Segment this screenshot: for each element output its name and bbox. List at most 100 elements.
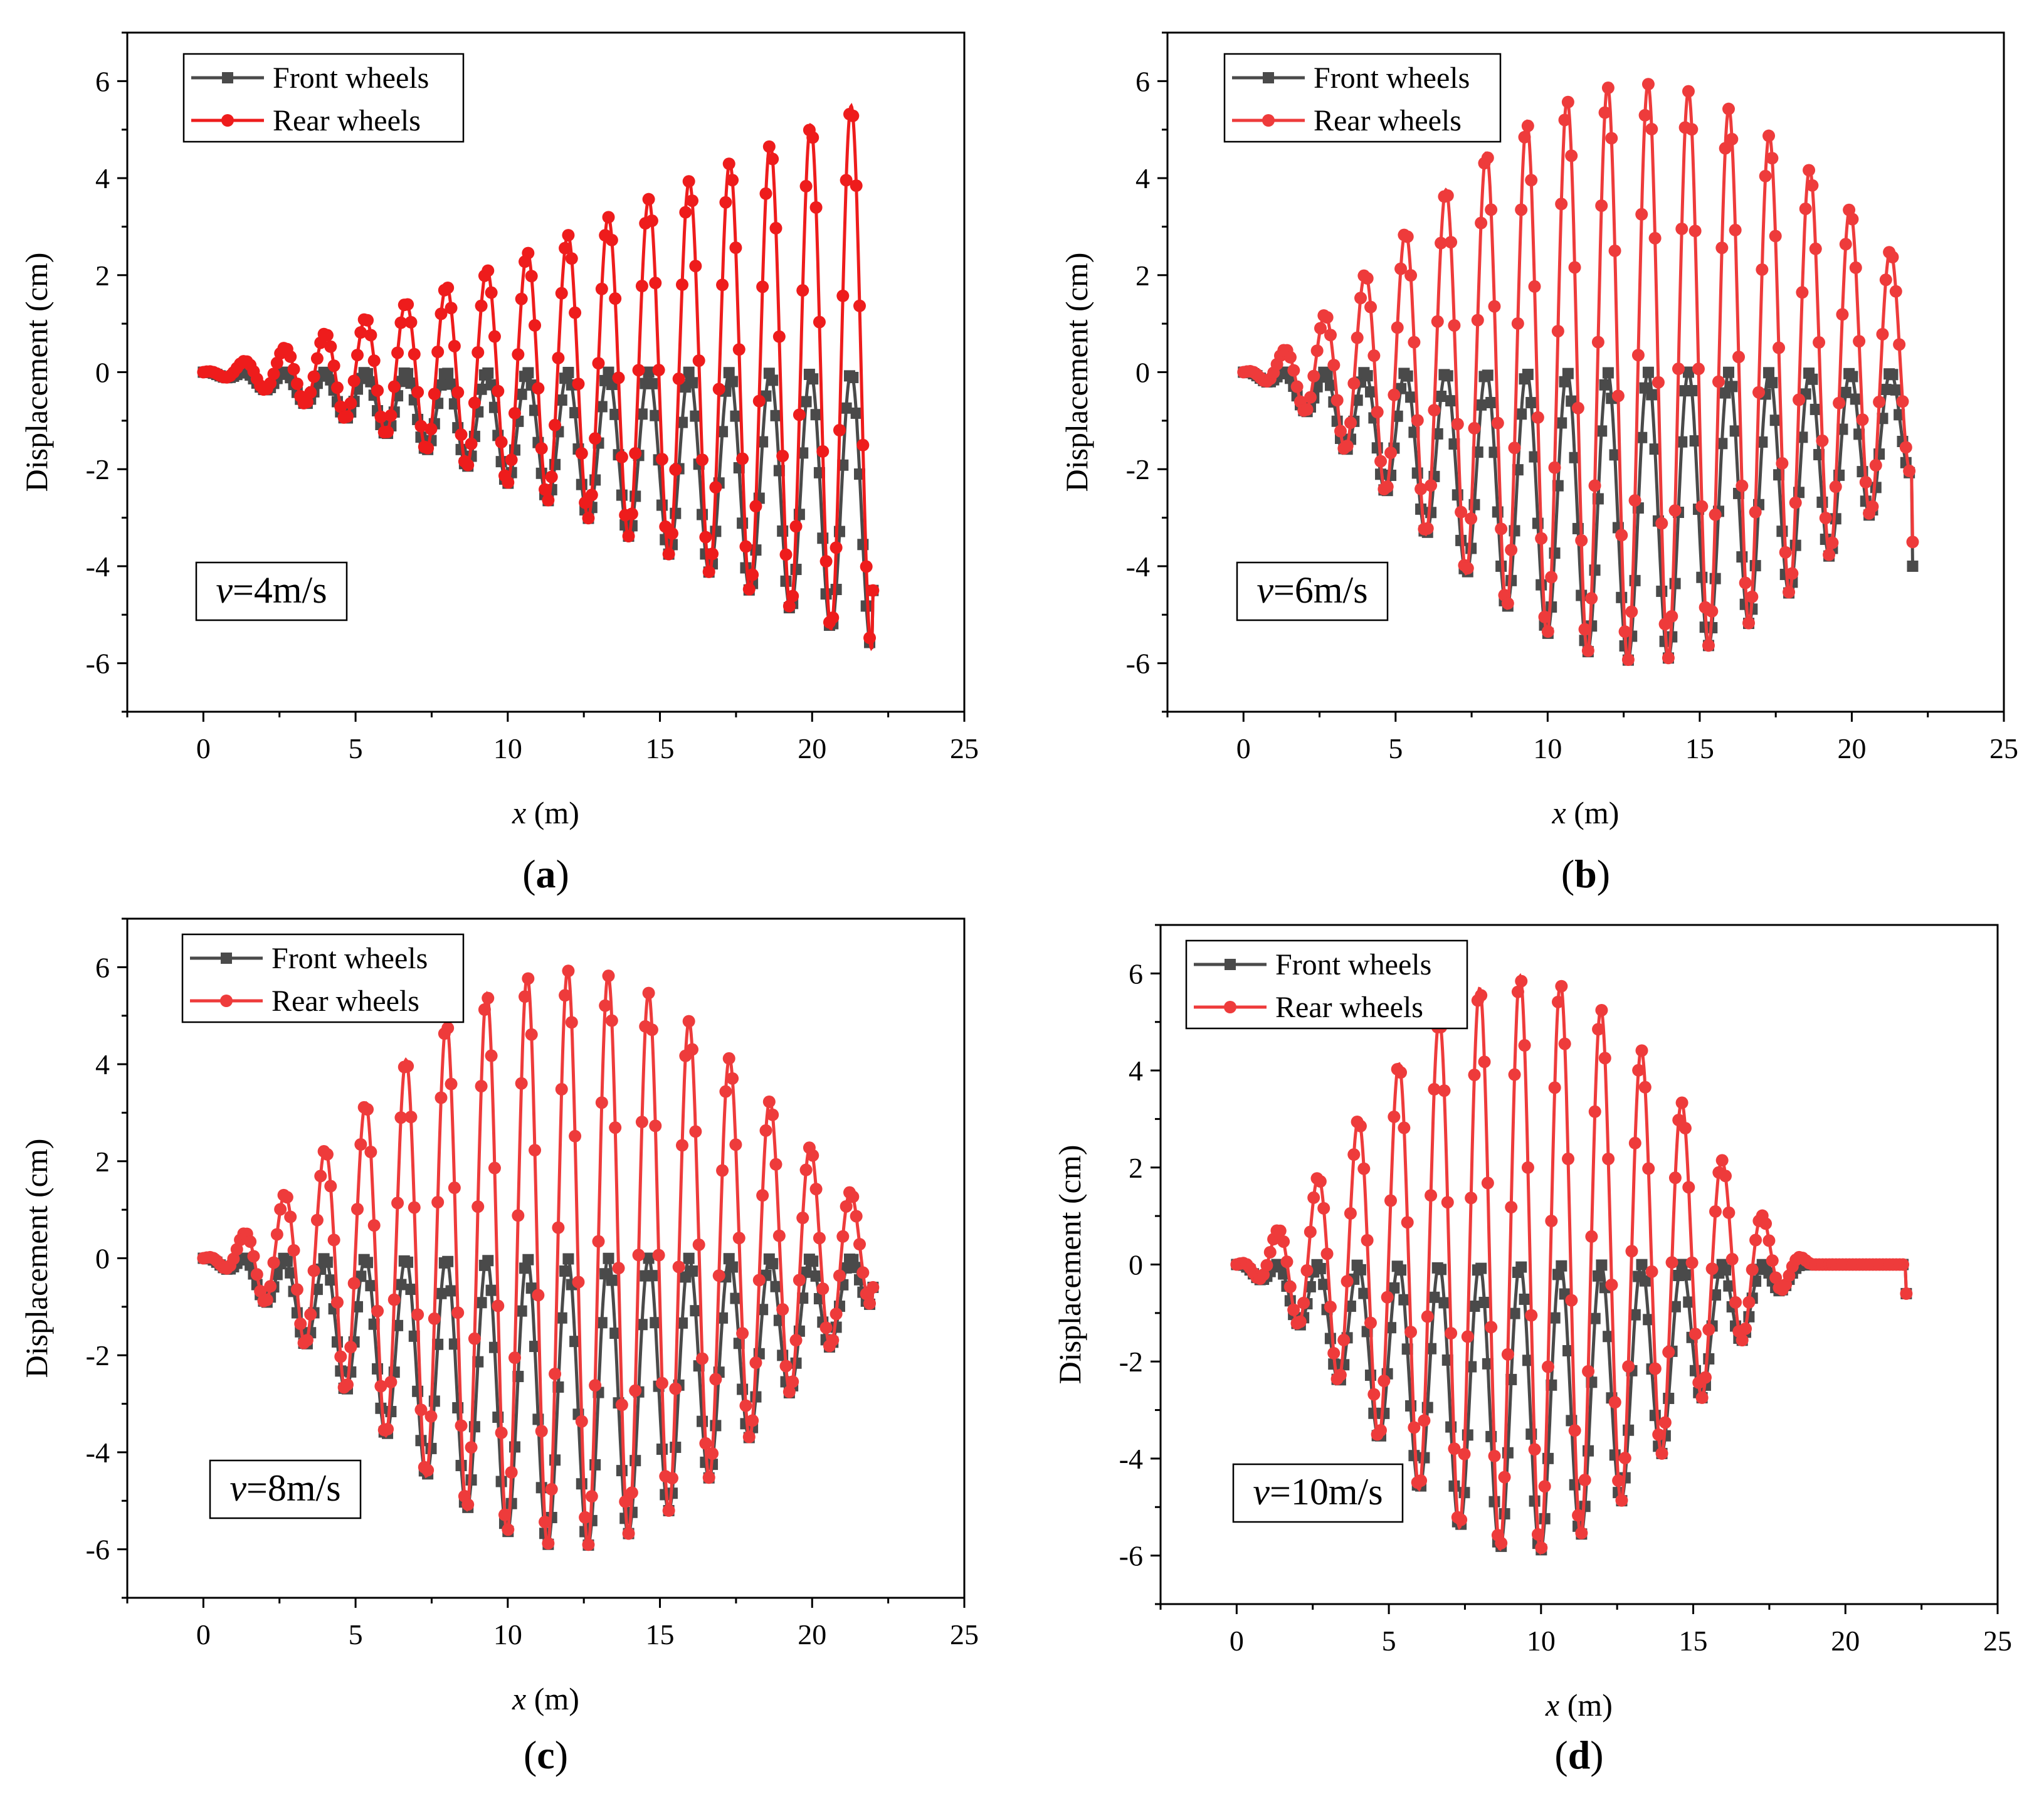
rear-marker [1719, 142, 1732, 155]
rear-marker [846, 109, 860, 122]
front-marker [636, 1319, 648, 1331]
rear-marker [1287, 364, 1300, 377]
rear-marker [1625, 605, 1638, 618]
rear-marker [635, 280, 648, 293]
front-marker [1321, 369, 1333, 381]
rear-marker [1668, 504, 1682, 517]
rear-marker [448, 339, 461, 352]
rear-marker [813, 315, 826, 329]
rear-marker [766, 152, 779, 166]
front-marker [807, 1255, 819, 1267]
rear-marker [599, 999, 612, 1012]
rear-marker [776, 450, 789, 463]
rear-marker [1578, 623, 1591, 636]
front-marker [482, 367, 494, 379]
front-marker [650, 409, 661, 421]
front-marker [576, 1478, 587, 1490]
rear-marker [1307, 369, 1320, 383]
rear-marker [324, 1180, 337, 1193]
rear-marker [562, 229, 575, 242]
rear-marker [819, 555, 833, 568]
rear-marker [645, 214, 658, 228]
front-marker [609, 408, 621, 420]
rear-marker [1511, 985, 1524, 998]
rear-marker [411, 1308, 424, 1321]
rear-marker [1652, 1428, 1665, 1441]
rear-marker [1628, 1136, 1641, 1149]
rear-marker [1645, 1265, 1658, 1278]
front-marker [800, 1266, 812, 1278]
rear-marker [371, 1304, 384, 1318]
rear-marker [1859, 475, 1872, 488]
rear-marker [441, 281, 455, 294]
front-marker [1562, 1344, 1574, 1356]
rear-marker [1856, 413, 1869, 426]
rear-marker [1535, 532, 1548, 545]
rear-marker [1588, 479, 1601, 492]
front-marker [717, 426, 729, 438]
front-marker [1756, 436, 1768, 448]
rear-marker [330, 381, 344, 394]
rear-marker [1561, 95, 1574, 108]
rear-marker [732, 1232, 745, 1245]
rear-marker [512, 348, 525, 361]
rear-marker [1900, 1287, 1913, 1300]
x-axis-title: x (m) [1545, 1687, 1613, 1723]
rear-marker [1541, 1360, 1554, 1373]
rear-marker [1357, 1162, 1371, 1175]
rear-marker [622, 529, 635, 542]
x-tick-label: 10 [493, 1619, 522, 1650]
front-marker [596, 401, 608, 413]
rear-marker [672, 1260, 685, 1274]
rear-marker [455, 428, 468, 441]
speed-symbol: v [1256, 569, 1273, 611]
rear-marker [662, 1504, 675, 1517]
rear-marker [579, 1511, 592, 1524]
rear-marker [1896, 395, 1909, 408]
rear-marker [1344, 1207, 1357, 1220]
rear-marker [1307, 1191, 1320, 1204]
rear-marker [1495, 522, 1508, 536]
rear-marker [1531, 411, 1544, 424]
front-marker [1428, 1291, 1440, 1303]
rear-marker [1445, 1327, 1458, 1340]
front-marker [405, 1284, 417, 1296]
rear-marker [1702, 1323, 1715, 1336]
front-marker [1441, 370, 1453, 382]
rear-marker [428, 1312, 441, 1325]
rear-marker [1732, 351, 1746, 364]
legend-label-rear-wheels: Rear wheels [273, 104, 421, 137]
front-marker [767, 1258, 779, 1270]
rear-marker [428, 388, 441, 401]
rear-marker [1685, 1256, 1699, 1269]
rear-marker [314, 1170, 327, 1183]
rear-marker [461, 458, 475, 472]
rear-marker [1481, 1176, 1494, 1190]
rear-marker [609, 1121, 622, 1134]
rear-marker [1642, 1162, 1655, 1175]
rear-marker [706, 1447, 719, 1460]
rear-marker [769, 221, 782, 235]
front-marker [847, 371, 859, 383]
rear-marker [682, 1015, 695, 1028]
rear-marker [435, 307, 448, 320]
panel-label: (c) [524, 1733, 568, 1777]
rear-marker [1662, 1346, 1675, 1359]
rear-marker [471, 1200, 485, 1213]
rear-marker [1762, 1234, 1776, 1247]
rear-marker [387, 1293, 401, 1306]
rear-marker [649, 1119, 662, 1133]
front-marker [1351, 394, 1363, 406]
rear-marker [1428, 404, 1441, 417]
front-marker [1636, 1259, 1648, 1270]
front-marker [1689, 435, 1701, 447]
front-marker [325, 1274, 337, 1286]
rear-marker [532, 382, 545, 395]
front-marker [1525, 397, 1537, 409]
rear-marker [1408, 1421, 1421, 1434]
rear-marker [1591, 335, 1604, 349]
rear-marker [806, 1149, 819, 1162]
rear-marker [290, 377, 303, 390]
front-marker [650, 1317, 661, 1329]
rear-marker [1652, 376, 1665, 389]
